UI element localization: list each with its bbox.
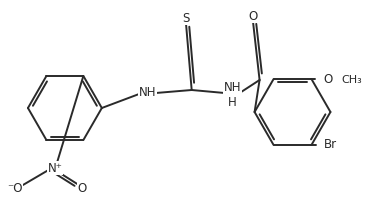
Text: NH
H: NH H	[224, 81, 241, 109]
Text: O: O	[77, 181, 86, 194]
Text: Br: Br	[324, 138, 337, 151]
Text: O: O	[324, 73, 333, 86]
Text: NH: NH	[139, 86, 156, 100]
Text: ⁻O: ⁻O	[7, 181, 23, 194]
Text: O: O	[248, 10, 257, 22]
Text: S: S	[182, 11, 190, 24]
Text: CH₃: CH₃	[342, 75, 362, 85]
Text: N⁺: N⁺	[47, 162, 62, 175]
